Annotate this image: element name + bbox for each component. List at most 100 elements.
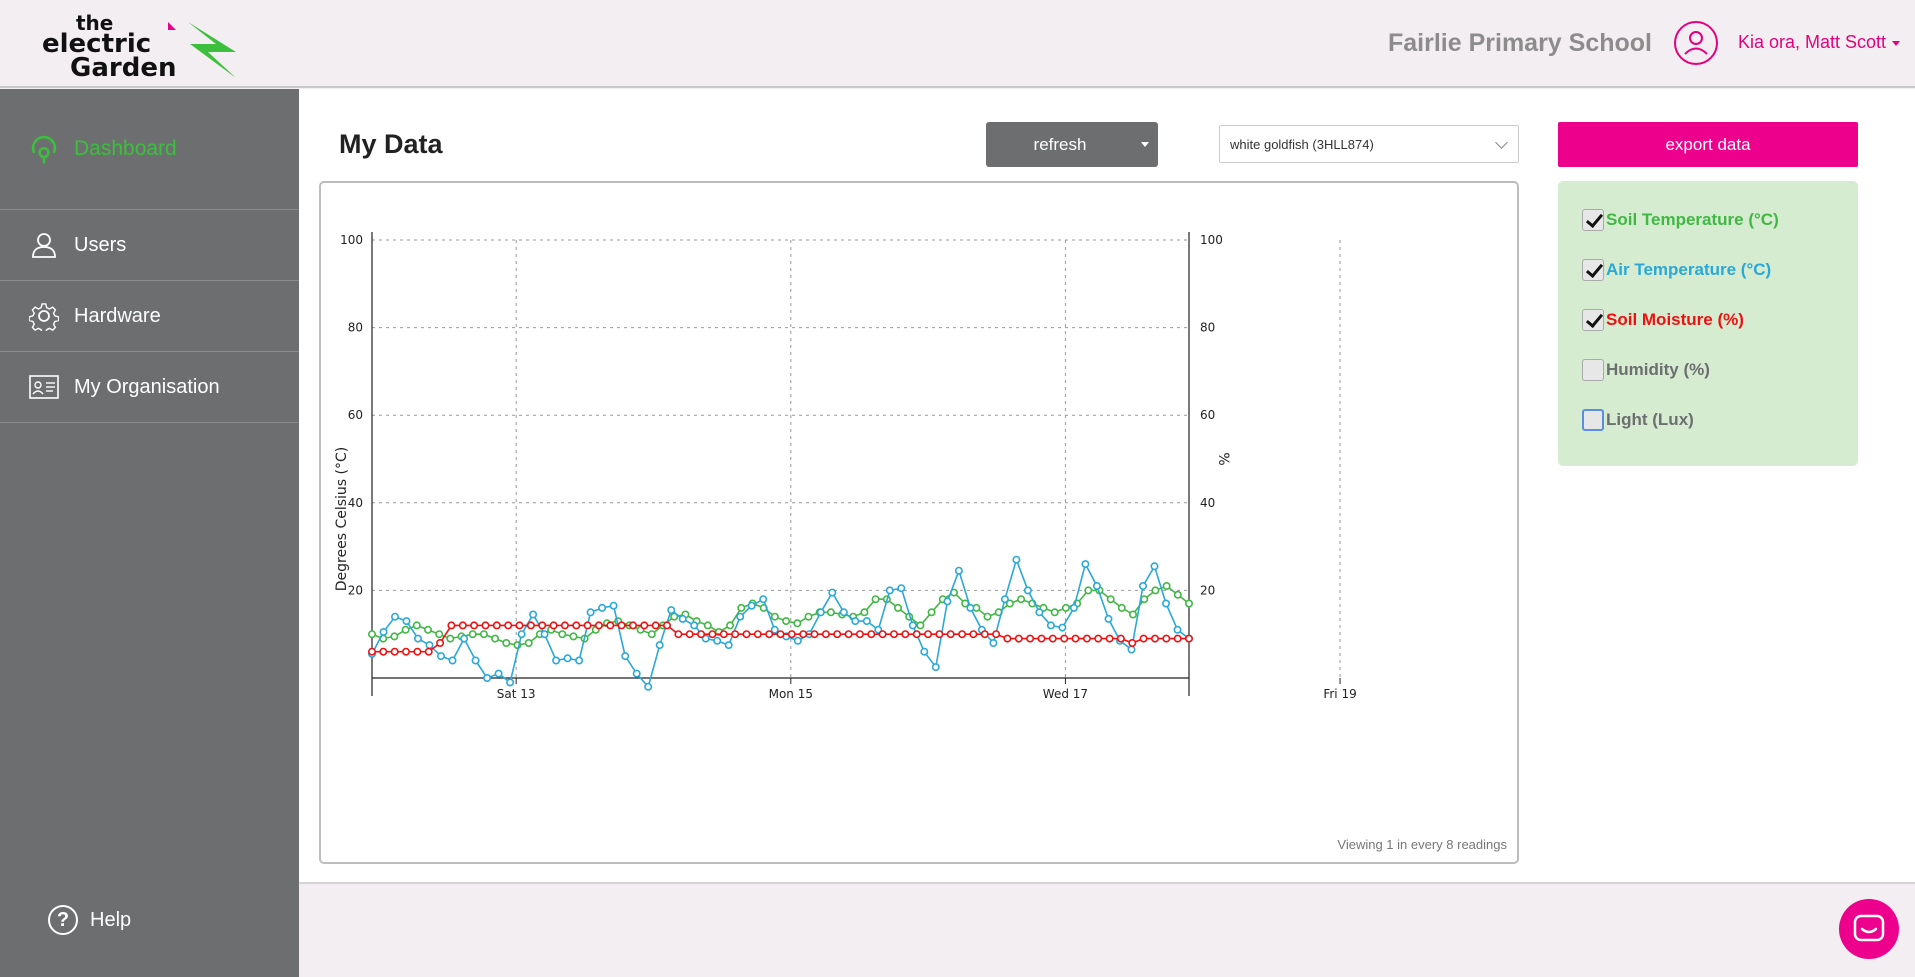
viewing-note: Viewing 1 in every 8 readings [1337, 837, 1507, 852]
data-point [893, 603, 902, 612]
data-point [753, 630, 762, 639]
series-toggle-humidity[interactable]: Humidity (%) [1582, 359, 1710, 381]
data-point [1071, 634, 1080, 643]
data-point [804, 612, 813, 621]
electric-garden-logo[interactable]: the electric Garden [40, 8, 250, 80]
data-point [481, 621, 490, 630]
chevron-down-icon [1495, 136, 1508, 149]
data-point [1184, 634, 1193, 643]
y-tick-label: 100 [340, 233, 363, 247]
series-toggle-soil-temperature[interactable]: Soil Temperature (°C) [1582, 209, 1779, 231]
refresh-button[interactable]: refresh [986, 122, 1158, 167]
greeting-label: Kia ora, Matt Scott [1738, 32, 1887, 52]
data-point [1105, 634, 1114, 643]
data-point [1000, 595, 1009, 604]
series-toggle-panel: Soil Temperature (°C) Air Temperature (°… [1558, 181, 1858, 466]
data-point [1173, 634, 1182, 643]
x-tick-label: Fri 19 [1323, 687, 1356, 701]
data-point [1173, 625, 1182, 634]
data-point [529, 610, 538, 619]
data-point [810, 630, 819, 639]
data-point [655, 641, 664, 650]
data-point [617, 621, 626, 630]
data-point [862, 617, 871, 626]
data-point [647, 630, 656, 639]
help-link[interactable]: ? Help [48, 905, 131, 935]
series-label: Soil Temperature (°C) [1606, 210, 1779, 229]
data-point [1128, 638, 1137, 647]
y2-tick-label: 80 [1200, 321, 1215, 335]
data-point [1150, 562, 1159, 571]
data-point [1116, 634, 1125, 643]
sidebar-item-users[interactable]: Users [0, 210, 299, 281]
data-point [889, 630, 898, 639]
data-point [708, 630, 717, 639]
y2-tick-label: 60 [1200, 408, 1215, 422]
data-point [1128, 610, 1137, 619]
checkbox[interactable] [1582, 359, 1604, 381]
data-point [515, 621, 524, 630]
help-label: Help [90, 908, 132, 931]
checkbox[interactable] [1582, 209, 1604, 231]
data-point [969, 630, 978, 639]
sidebar-item-my-organisation[interactable]: My Organisation [0, 352, 299, 423]
data-point [821, 630, 830, 639]
data-point [983, 612, 992, 621]
data-point [558, 630, 567, 639]
id-card-icon [28, 371, 60, 403]
export-data-button[interactable]: export data [1558, 122, 1858, 167]
data-point [446, 634, 455, 643]
sidebar-item-hardware[interactable]: Hardware [0, 281, 299, 352]
data-point [742, 630, 751, 639]
data-point [586, 608, 595, 617]
gear-icon [28, 300, 60, 332]
device-select[interactable]: white goldfish (3HLL874) [1219, 125, 1519, 163]
series-label: Light (Lux) [1606, 410, 1694, 429]
data-point [920, 647, 929, 656]
data-point [468, 630, 477, 639]
data-point [828, 588, 837, 597]
data-point [674, 630, 683, 639]
refresh-label: refresh [1033, 134, 1087, 154]
data-point [992, 630, 1001, 639]
data-point [851, 617, 860, 626]
checkbox[interactable] [1582, 259, 1604, 281]
series-toggle-soil-moisture[interactable]: Soil Moisture (%) [1582, 309, 1744, 331]
svg-text:Garden: Garden [70, 53, 176, 80]
data-point [1151, 586, 1160, 595]
y-tick-label: 20 [348, 583, 363, 597]
data-point [598, 603, 607, 612]
data-point [1081, 560, 1090, 569]
data-point [1005, 599, 1014, 608]
refresh-dropdown-toggle[interactable] [1132, 142, 1158, 147]
checkbox[interactable] [1582, 309, 1604, 331]
user-menu[interactable]: Kia ora, Matt Scott [1738, 32, 1901, 53]
data-point [871, 595, 880, 604]
data-point [1026, 634, 1035, 643]
data-point [1150, 634, 1159, 643]
user-avatar-icon[interactable] [1674, 21, 1718, 65]
main-content: My Data refresh white goldfish (3HLL874)… [299, 89, 1915, 884]
data-point [793, 636, 802, 645]
data-point [697, 630, 706, 639]
svg-text:electric: electric [42, 29, 151, 59]
data-point [367, 647, 376, 656]
series-toggle-light[interactable]: Light (Lux) [1582, 409, 1694, 431]
chat-launcher-icon[interactable] [1839, 899, 1899, 959]
data-point [390, 647, 399, 656]
sidebar-item-dashboard[interactable]: Dashboard [0, 89, 299, 210]
y-tick-label: 60 [348, 408, 363, 422]
data-point [594, 621, 603, 630]
data-point [908, 621, 917, 630]
data-point [632, 669, 641, 678]
data-point [435, 630, 444, 639]
data-point [506, 678, 515, 687]
data-point [552, 656, 561, 665]
data-point [1161, 599, 1170, 608]
checkbox[interactable] [1582, 409, 1604, 431]
data-point [867, 630, 876, 639]
y2-axis-label: % [1215, 452, 1231, 465]
data-point [1003, 634, 1012, 643]
series-toggle-air-temperature[interactable]: Air Temperature (°C) [1582, 259, 1771, 281]
chart-svg: 20 20 40 40 60 60 80 80 100 100 Sat 13 Mon 15 Wed 17… [334, 232, 1909, 701]
